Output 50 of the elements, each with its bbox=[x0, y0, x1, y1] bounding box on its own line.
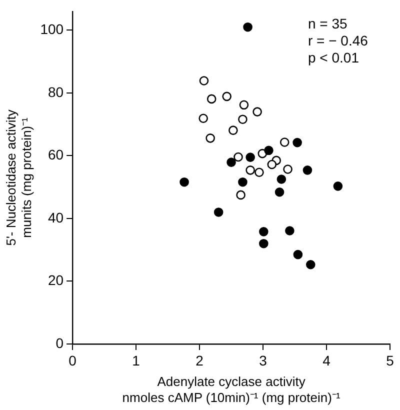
point bbox=[206, 134, 215, 143]
point bbox=[222, 92, 232, 102]
point bbox=[198, 114, 208, 124]
y-tick-label: 60 bbox=[48, 146, 64, 163]
point bbox=[239, 100, 249, 110]
point bbox=[228, 126, 238, 135]
point bbox=[306, 260, 316, 270]
point bbox=[264, 146, 274, 156]
point bbox=[259, 227, 268, 236]
y-axis-title: 5'- Nucleotidase activity munits (mg protein)⁻¹ bbox=[3, 109, 34, 246]
point bbox=[199, 76, 209, 86]
point bbox=[293, 250, 303, 260]
y-tick-label: 80 bbox=[48, 84, 64, 100]
point bbox=[267, 160, 277, 170]
point bbox=[246, 166, 255, 175]
x-axis-title: Adenylate cyclase activity nmoles cAMP (10min)⁻¹ (mg protein)⁻¹ bbox=[122, 374, 341, 405]
annotation: n = 35 bbox=[308, 15, 348, 32]
point bbox=[206, 94, 216, 104]
x-tick-label: 4 bbox=[322, 352, 331, 368]
point bbox=[214, 208, 224, 217]
point bbox=[333, 182, 343, 191]
point bbox=[234, 152, 243, 162]
x-tick-label: 1 bbox=[132, 352, 140, 368]
point bbox=[236, 190, 246, 200]
point bbox=[276, 174, 286, 184]
annotation: r = − 0.46 bbox=[308, 32, 368, 48]
y-tick-label: 100 bbox=[40, 21, 64, 38]
point bbox=[285, 226, 294, 236]
point bbox=[292, 138, 302, 148]
point bbox=[252, 107, 262, 116]
point bbox=[274, 187, 284, 197]
point bbox=[254, 168, 264, 178]
point bbox=[302, 166, 312, 175]
point bbox=[280, 138, 290, 147]
point bbox=[246, 152, 255, 162]
point bbox=[226, 158, 236, 167]
y-tick-label: 40 bbox=[48, 209, 64, 226]
y-tick-label: 20 bbox=[48, 272, 64, 288]
x-tick-label: 5 bbox=[386, 352, 394, 368]
point bbox=[259, 238, 268, 248]
point bbox=[238, 177, 248, 187]
annotation: p < 0.01 bbox=[308, 49, 360, 66]
x-tick-label: 2 bbox=[196, 352, 204, 368]
point bbox=[180, 177, 189, 187]
point bbox=[243, 22, 252, 32]
y-tick-label: 0 bbox=[56, 334, 64, 351]
x-tick-label: 3 bbox=[259, 352, 268, 368]
point bbox=[283, 164, 292, 174]
point bbox=[238, 114, 248, 124]
x-tick-label: 0 bbox=[68, 352, 77, 368]
